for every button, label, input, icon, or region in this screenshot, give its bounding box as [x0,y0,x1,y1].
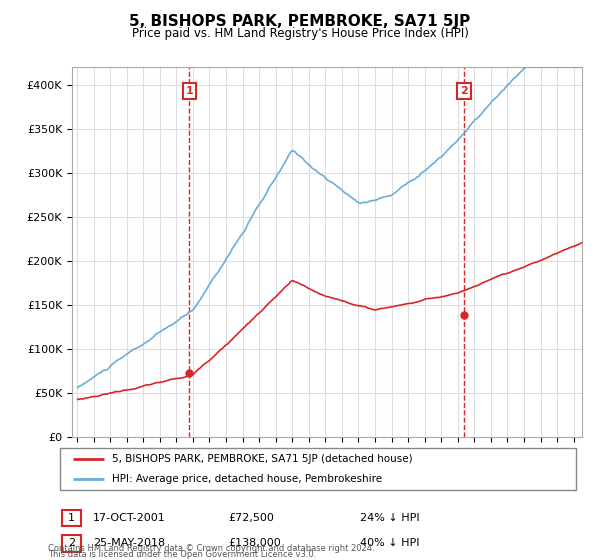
Bar [62,535,81,552]
Text: £138,000: £138,000 [228,538,281,548]
Text: Contains HM Land Registry data © Crown copyright and database right 2024.: Contains HM Land Registry data © Crown c… [48,544,374,553]
Text: 24% ↓ HPI: 24% ↓ HPI [360,513,419,523]
Bar [62,510,81,526]
Text: 5, BISHOPS PARK, PEMBROKE, SA71 5JP: 5, BISHOPS PARK, PEMBROKE, SA71 5JP [130,14,470,29]
Text: 25-MAY-2018: 25-MAY-2018 [93,538,165,548]
Text: 1: 1 [68,513,75,523]
Text: 5, BISHOPS PARK, PEMBROKE, SA71 5JP (detached house): 5, BISHOPS PARK, PEMBROKE, SA71 5JP (det… [112,454,412,464]
Text: 17-OCT-2001: 17-OCT-2001 [93,513,166,523]
Text: 2: 2 [68,538,75,548]
Text: £72,500: £72,500 [228,513,274,523]
Text: Price paid vs. HM Land Registry's House Price Index (HPI): Price paid vs. HM Land Registry's House … [131,27,469,40]
Text: 2: 2 [460,86,468,96]
Text: 40% ↓ HPI: 40% ↓ HPI [360,538,419,548]
Text: HPI: Average price, detached house, Pembrokeshire: HPI: Average price, detached house, Pemb… [112,474,382,484]
Text: 1: 1 [185,86,193,96]
Text: This data is licensed under the Open Government Licence v3.0.: This data is licensed under the Open Gov… [48,550,316,559]
